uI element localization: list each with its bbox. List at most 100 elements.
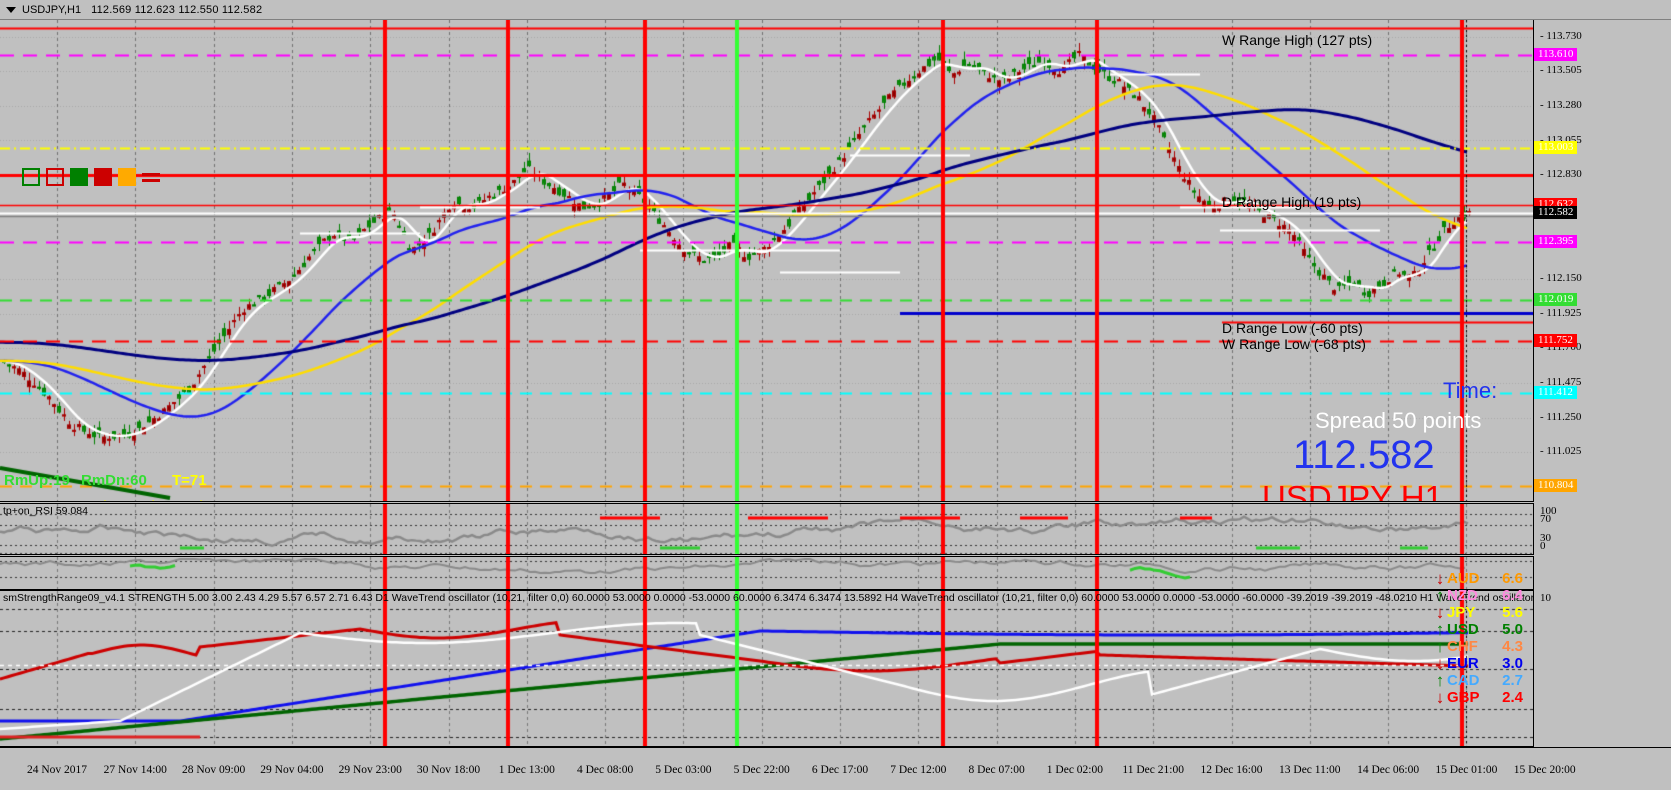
d-range-high-label: D Range High (19 pts) — [1222, 194, 1362, 210]
rsi-tick-0: 0 — [1540, 540, 1546, 552]
adr-stats-label: Y=81 ADR=75 5d=65 10d=75 20d=77 — [4, 498, 225, 501]
time-tick-label: 5 Dec 03:00 — [655, 764, 712, 776]
strength-currency: JPY — [1447, 604, 1476, 621]
time-tick-label: 4 Dec 08:00 — [576, 764, 634, 776]
time-tick-label: 7 Dec 12:00 — [890, 764, 947, 776]
time-tick-label: 11 Dec 21:00 — [1122, 764, 1184, 776]
orange-filled-box — [118, 168, 136, 186]
arrow-up-icon: ↑ — [1435, 585, 1445, 605]
strength-value: 4.3 — [1502, 638, 1523, 655]
time-label: Time: — [1443, 378, 1498, 403]
red-bars-icon — [142, 172, 160, 182]
time-tick-label: 28 Nov 09:00 — [181, 764, 246, 776]
d-range-low-label: D Range Low (-60 pts) — [1222, 320, 1363, 336]
arrow-down-icon: ↓ — [1435, 602, 1445, 622]
strength-currency: CHF — [1447, 638, 1478, 655]
red-filled-box — [94, 168, 112, 186]
time-axis[interactable]: 24 Nov 2017 27 Nov 14:00 28 Nov 09:00 29 No… — [0, 747, 1671, 790]
strength-indicator-label: smStrengthRange09_v4.1 STRENGTH 5.00 3.0… — [3, 592, 1533, 604]
strength-currency: GBP — [1447, 689, 1480, 706]
triangle-down-icon[interactable] — [6, 6, 16, 13]
strength-row: ↑ NZD 6.4 — [1433, 585, 1523, 605]
arrow-down-icon: ↓ — [1435, 653, 1445, 673]
green-outline-box — [22, 168, 40, 186]
strength-row: ↓ AUD 6.6 — [1433, 568, 1523, 588]
red-outline-box — [46, 168, 64, 186]
symbol-period-label: USDJPY,H1 — [22, 3, 82, 16]
time-tick-label: 30 Nov 18:00 — [416, 764, 481, 776]
price-tick: - 111.925 — [1540, 306, 1582, 319]
rsi-indicator-pane[interactable]: tp+on_RSI 59.084 — [0, 503, 1533, 555]
price-label-113-610: 113.610 — [1534, 48, 1578, 62]
price-tick: - 112.830 — [1540, 168, 1582, 181]
price-axis-canvas — [1534, 20, 1671, 502]
ohlc-values: 112.569 112.623 112.550 112.582 — [91, 3, 263, 16]
strength-value: 6.4 — [1502, 587, 1523, 604]
green-filled-box — [70, 168, 88, 186]
time-tick-label: 15 Dec 20:00 — [1513, 764, 1576, 776]
time-tick-label: 1 Dec 02:00 — [1046, 764, 1103, 776]
price-label-113-003: 113.003 — [1534, 141, 1578, 155]
arrow-up-icon: ↑ — [1435, 670, 1445, 690]
w-range-high-label: W Range High (127 pts) — [1222, 32, 1373, 48]
time-tick-label: 1 Dec 13:00 — [498, 764, 555, 776]
strength-value: 2.7 — [1502, 672, 1523, 689]
t-total-label: T=71 — [172, 472, 207, 489]
wavetrend-axis — [1533, 556, 1671, 590]
price-label-111-412: 111.412 — [1534, 385, 1577, 399]
time-tick-label: 24 Nov 2017 — [26, 764, 88, 776]
time-tick-label: 13 Dec 11:00 — [1279, 764, 1341, 776]
wavetrend-mini-pane[interactable] — [0, 556, 1533, 590]
rm-dn-label: RmDn:60 — [81, 472, 147, 489]
strength-row: ↓ EUR 3.0 — [1433, 653, 1523, 673]
arrow-down-icon: ↓ — [1435, 687, 1445, 707]
strength-canvas — [0, 591, 1533, 746]
time-tick-label: 29 Nov 04:00 — [260, 764, 324, 776]
time-tick-label: 12 Dec 16:00 — [1200, 764, 1263, 776]
strength-value: 2.4 — [1502, 689, 1523, 706]
strength-currency: EUR — [1447, 655, 1479, 672]
price-chart-canvas — [0, 20, 1533, 501]
price-chart-pane[interactable]: W Range High (127 pts) D Range High (19 … — [0, 20, 1533, 502]
time-tick-label: 15 Dec 01:00 — [1435, 764, 1498, 776]
price-tick: - 111.475 — [1540, 376, 1582, 389]
strength-row: ↓ GBP 2.4 — [1433, 687, 1523, 707]
price-label-112-019: 112.019 — [1534, 292, 1578, 306]
time-tick-label: 14 Dec 06:00 — [1357, 764, 1420, 776]
price-tick: - 111.025 — [1540, 445, 1582, 458]
rsi-tick-30: 30 — [1540, 532, 1551, 544]
strength-row: ↑ CAD 2.7 — [1433, 670, 1523, 690]
strength-tick-10: 10 — [1540, 592, 1551, 604]
strength-currency: AUD — [1447, 570, 1480, 587]
time-tick-label: 6 Dec 17:00 — [811, 764, 869, 776]
rsi-canvas — [0, 504, 1533, 554]
price-tick: - 113.280 — [1540, 98, 1582, 111]
strength-wavetrend-pane[interactable]: smStrengthRange09_v4.1 STRENGTH 5.00 3.0… — [0, 590, 1533, 747]
rsi-axis: 100 70 30 0 — [1533, 503, 1671, 555]
time-tick-label: 8 Dec 07:00 — [968, 764, 1025, 776]
box-legend — [22, 168, 160, 186]
price-axis[interactable]: - 113.730- 113.505- 113.280- 113.055- 11… — [1533, 20, 1671, 502]
price-tick: - 113.730 — [1540, 29, 1582, 42]
wavetrend-mini-canvas — [0, 557, 1533, 589]
rsi-label: tp+on_RSI 59.084 — [3, 505, 88, 517]
strength-currency: USD — [1447, 621, 1479, 638]
chart-title-bar: USDJPY,H1 112.569 112.623 112.550 112.58… — [0, 0, 1671, 20]
strength-currency: NZD — [1447, 587, 1478, 604]
price-tick: - 111.250 — [1540, 410, 1582, 423]
time-tick-label: 29 Nov 23:00 — [338, 764, 402, 776]
price-label-111-752: 111.752 — [1534, 333, 1577, 347]
rsi-tick-70: 70 — [1540, 513, 1551, 525]
price-label-110-804: 110.804 — [1534, 479, 1578, 493]
strength-value: 6.6 — [1502, 570, 1523, 587]
pair-timeframe-label: USDJPY H1 — [1262, 479, 1443, 502]
arrow-down-icon: ↓ — [1435, 568, 1445, 588]
w-range-low-label: W Range Low (-68 pts) — [1222, 336, 1366, 352]
price-tick: - 113.505 — [1540, 64, 1582, 77]
strength-currency: CAD — [1447, 672, 1480, 689]
strength-row: ↑ CHF 4.3 — [1433, 636, 1523, 656]
arrow-up-icon: ↑ — [1435, 619, 1445, 639]
arrow-up-icon: ↑ — [1435, 636, 1445, 656]
currency-strength-panel: ↓ AUD 6.6 ↑ NZD 6.4 ↓ JPY 5.6 ↑ USD 5.0 ↑ CHF 4.3 ↓ EUR 3… — [1433, 568, 1523, 707]
big-price-label: 112.582 — [1293, 433, 1435, 477]
